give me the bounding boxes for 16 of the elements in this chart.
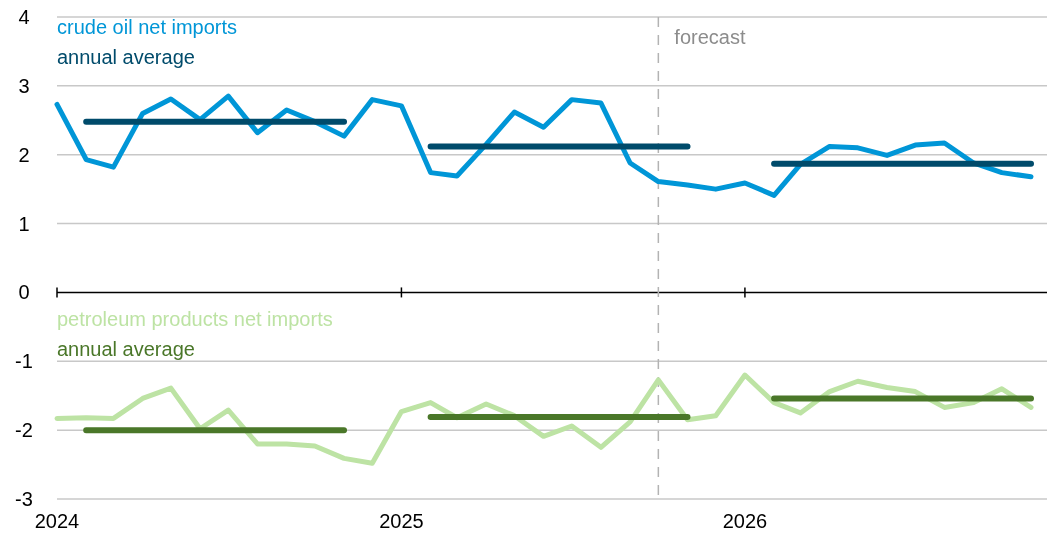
y-tick-label: 2 — [18, 143, 30, 166]
x-tick-label: 2025 — [379, 510, 424, 532]
y-tick-label: -3 — [15, 488, 33, 510]
y-tick-label: 3 — [18, 74, 30, 97]
x-tick-label: 2024 — [34, 510, 80, 532]
y-tick-label: 4 — [18, 6, 30, 28]
text: crude oil net imports — [57, 16, 238, 38]
ref-line-label: forecast — [674, 26, 746, 48]
y-tick-label: 0 — [18, 281, 30, 304]
text: annual average — [57, 46, 195, 68]
x-tick-label: 2026 — [722, 510, 768, 532]
y-tick-label: 1 — [18, 212, 30, 235]
text: petroleum products net imports — [57, 308, 333, 331]
y-tick-label: -2 — [15, 419, 33, 442]
text: annual average — [57, 338, 195, 361]
y-tick-label: -1 — [15, 350, 33, 373]
